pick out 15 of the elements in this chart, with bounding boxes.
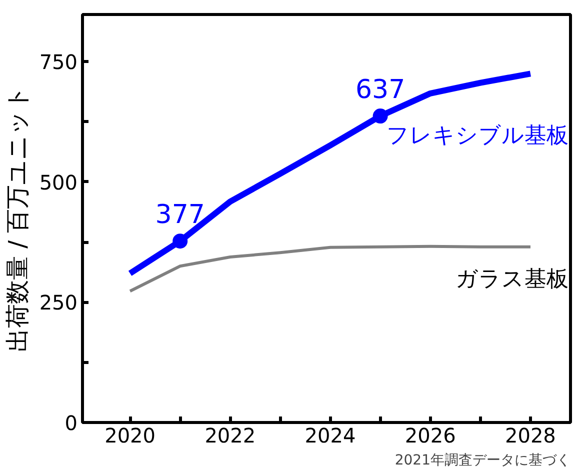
y-tick-label: 250 xyxy=(39,290,78,315)
x-tick-label: 2022 xyxy=(204,424,256,448)
x-tick-label: 2020 xyxy=(104,424,156,448)
y-tick-label: 750 xyxy=(39,50,78,74)
x-tick-label: 2028 xyxy=(505,424,556,448)
x-tick-label: 2024 xyxy=(304,424,356,448)
data-label: 637 xyxy=(355,75,406,106)
text: 2021年調査データに基づく xyxy=(394,452,571,468)
y-axis-title: 出荷数量 / 百万ユニット xyxy=(3,84,32,352)
y-tick-label: 0 xyxy=(64,411,78,435)
series-label: フレキシブル基板 xyxy=(386,124,568,149)
data-label: 377 xyxy=(155,200,205,230)
x-tick-label: 2026 xyxy=(404,424,456,448)
y-tick-label: 500 xyxy=(39,170,78,194)
series-label: ガラス基板 xyxy=(455,266,568,292)
